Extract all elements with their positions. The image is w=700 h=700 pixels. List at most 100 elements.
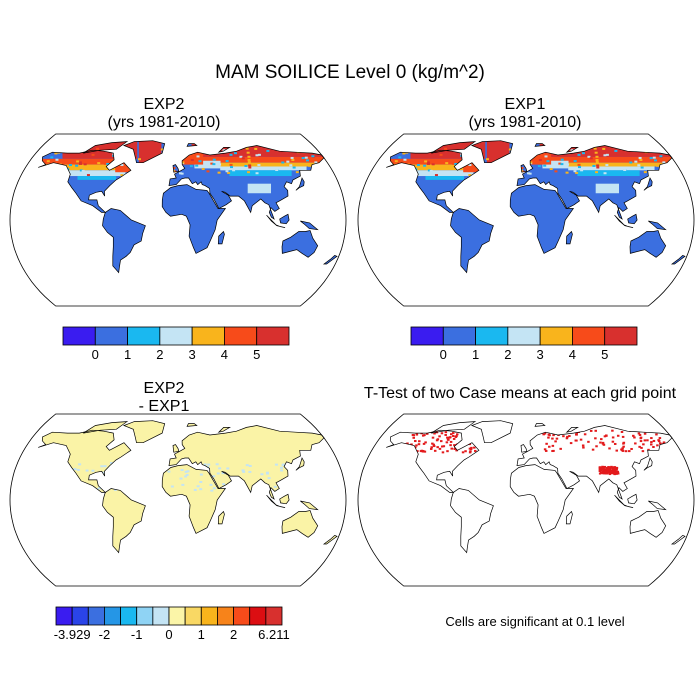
colorbar-tick-label: -2 <box>98 627 111 642</box>
coastline-indonesia <box>614 214 634 228</box>
coastline-japan <box>643 457 653 471</box>
colorbar-swatch <box>442 326 476 346</box>
coastline-australia <box>281 230 319 258</box>
panel-title-exp2: EXP2 (yrs 1981-2010) <box>44 96 284 132</box>
coastline-new-zealand <box>670 534 686 545</box>
globe-outline <box>357 133 695 307</box>
colorbar-tick-label: 6.211 <box>258 627 290 642</box>
coastline-borneo <box>627 493 638 505</box>
coastline-greenland <box>122 140 166 164</box>
panel-title-text: EXP2 <box>143 380 185 397</box>
coastline-borneo <box>279 213 290 225</box>
coastline-arctic-islands <box>83 421 129 434</box>
colorbar-swatch <box>191 326 225 346</box>
panel-title-text: EXP1 <box>504 96 546 113</box>
coastline-north-america <box>38 429 132 493</box>
colorbar-diff <box>55 606 283 626</box>
coastline-japan <box>643 177 653 191</box>
coastline-new-guinea <box>300 220 319 231</box>
colorbar-tick-label: 1 <box>197 627 205 642</box>
coastline-africa <box>509 184 575 254</box>
colorbar-swatch <box>539 326 573 346</box>
colorbar-tick-label: 4 <box>568 347 577 362</box>
coastline-indonesia <box>266 214 286 228</box>
colorbar-tick-label: 4 <box>220 347 229 362</box>
coastline-novaya-zemlya <box>565 147 579 153</box>
colorbar-tick-label: 2 <box>504 347 512 362</box>
colorbar-swatch <box>604 326 638 346</box>
colorbar-swatch <box>410 326 444 346</box>
colorbar-labels-diff: -3.929 -2 -1 0 1 2 6.211 <box>54 627 290 643</box>
colorbar-exp1 <box>410 326 638 346</box>
colorbar-swatch <box>475 326 509 346</box>
coastline-arctic-islands <box>431 141 477 154</box>
colorbar-swatch <box>168 606 186 626</box>
coastline-eurasia <box>168 425 325 500</box>
colorbar-swatch <box>233 606 251 626</box>
colorbar-labels-exp2: 0 1 2 3 4 5 <box>63 347 289 363</box>
coastline-indonesia <box>266 494 286 508</box>
panel-title-ttest: T-Test of two Case means at each grid po… <box>363 385 677 402</box>
coastline-arctic-islands <box>431 421 477 434</box>
colorbar-swatch <box>224 326 258 346</box>
coastline-novaya-zemlya <box>565 427 579 433</box>
map-panel-exp2 <box>9 133 347 307</box>
colorbar-tick-label: 0 <box>165 627 173 642</box>
colorbar-swatch <box>200 606 218 626</box>
coastline-borneo <box>279 493 290 505</box>
colorbar-swatch <box>249 606 267 626</box>
coastline-eurasia <box>168 145 325 220</box>
colorbar-tick-label: 3 <box>536 347 544 362</box>
coastline-arctic-islands <box>83 141 129 154</box>
colorbar-swatch <box>217 606 234 626</box>
coastline-greenland <box>470 420 514 444</box>
colorbar-swatch <box>71 606 89 626</box>
colorbar-swatch <box>159 326 193 346</box>
coastline-new-guinea <box>648 220 667 231</box>
panel-subtitle-text: (yrs 1981-2010) <box>468 114 582 131</box>
coastline-new-zealand <box>322 254 338 265</box>
coastline-japan <box>295 177 305 191</box>
colorbar-tick-label: 5 <box>253 347 261 362</box>
colorbar-swatch <box>507 326 541 346</box>
coastline-madagascar <box>565 230 573 245</box>
colorbar-swatch <box>265 606 283 626</box>
coastline-svalbard <box>186 143 198 147</box>
map-panel-diff <box>9 413 347 587</box>
coastline-uk <box>520 444 528 453</box>
colorbar-swatch <box>104 606 121 626</box>
colorbar-tick-label: 0 <box>439 347 447 362</box>
coastline-new-zealand <box>322 534 338 545</box>
coastline-eurasia <box>516 425 673 500</box>
coastline-south-america <box>102 488 146 554</box>
coastline-greenland <box>122 420 166 444</box>
coastline-africa <box>161 464 227 534</box>
coastline-new-guinea <box>648 500 667 511</box>
colorbar-tick-label: 1 <box>123 347 132 362</box>
colorbar-swatch <box>184 606 202 626</box>
coastline-north-america <box>38 149 132 213</box>
coastline-australia <box>281 510 319 538</box>
significance-note: Cells are significant at 0.1 level <box>445 614 625 629</box>
coastline-madagascar <box>565 510 573 525</box>
coastline-south-america <box>102 208 146 274</box>
coastline-north-america <box>386 429 480 493</box>
colorbar-tick-label: 1 <box>471 347 480 362</box>
coastline-novaya-zemlya <box>217 427 231 433</box>
panel-subtitle-text: (yrs 1981-2010) <box>107 114 221 131</box>
colorbar-swatch <box>136 606 154 626</box>
panel-title-text: EXP2 <box>143 96 185 113</box>
coastline-indonesia <box>614 494 634 508</box>
map-panel-exp1 <box>357 133 695 307</box>
coastline-uk <box>172 444 180 453</box>
colorbar-swatch <box>256 326 290 346</box>
coastline-borneo <box>627 213 638 225</box>
colorbar-tick-label: 3 <box>188 347 196 362</box>
coastline-uk <box>520 164 528 173</box>
coastline-svalbard <box>534 423 546 427</box>
colorbar-swatch <box>572 326 606 346</box>
colorbar-swatch <box>152 606 170 626</box>
coastline-africa <box>509 464 575 534</box>
colorbar-swatch <box>87 606 105 626</box>
coastline-new-zealand <box>670 254 686 265</box>
